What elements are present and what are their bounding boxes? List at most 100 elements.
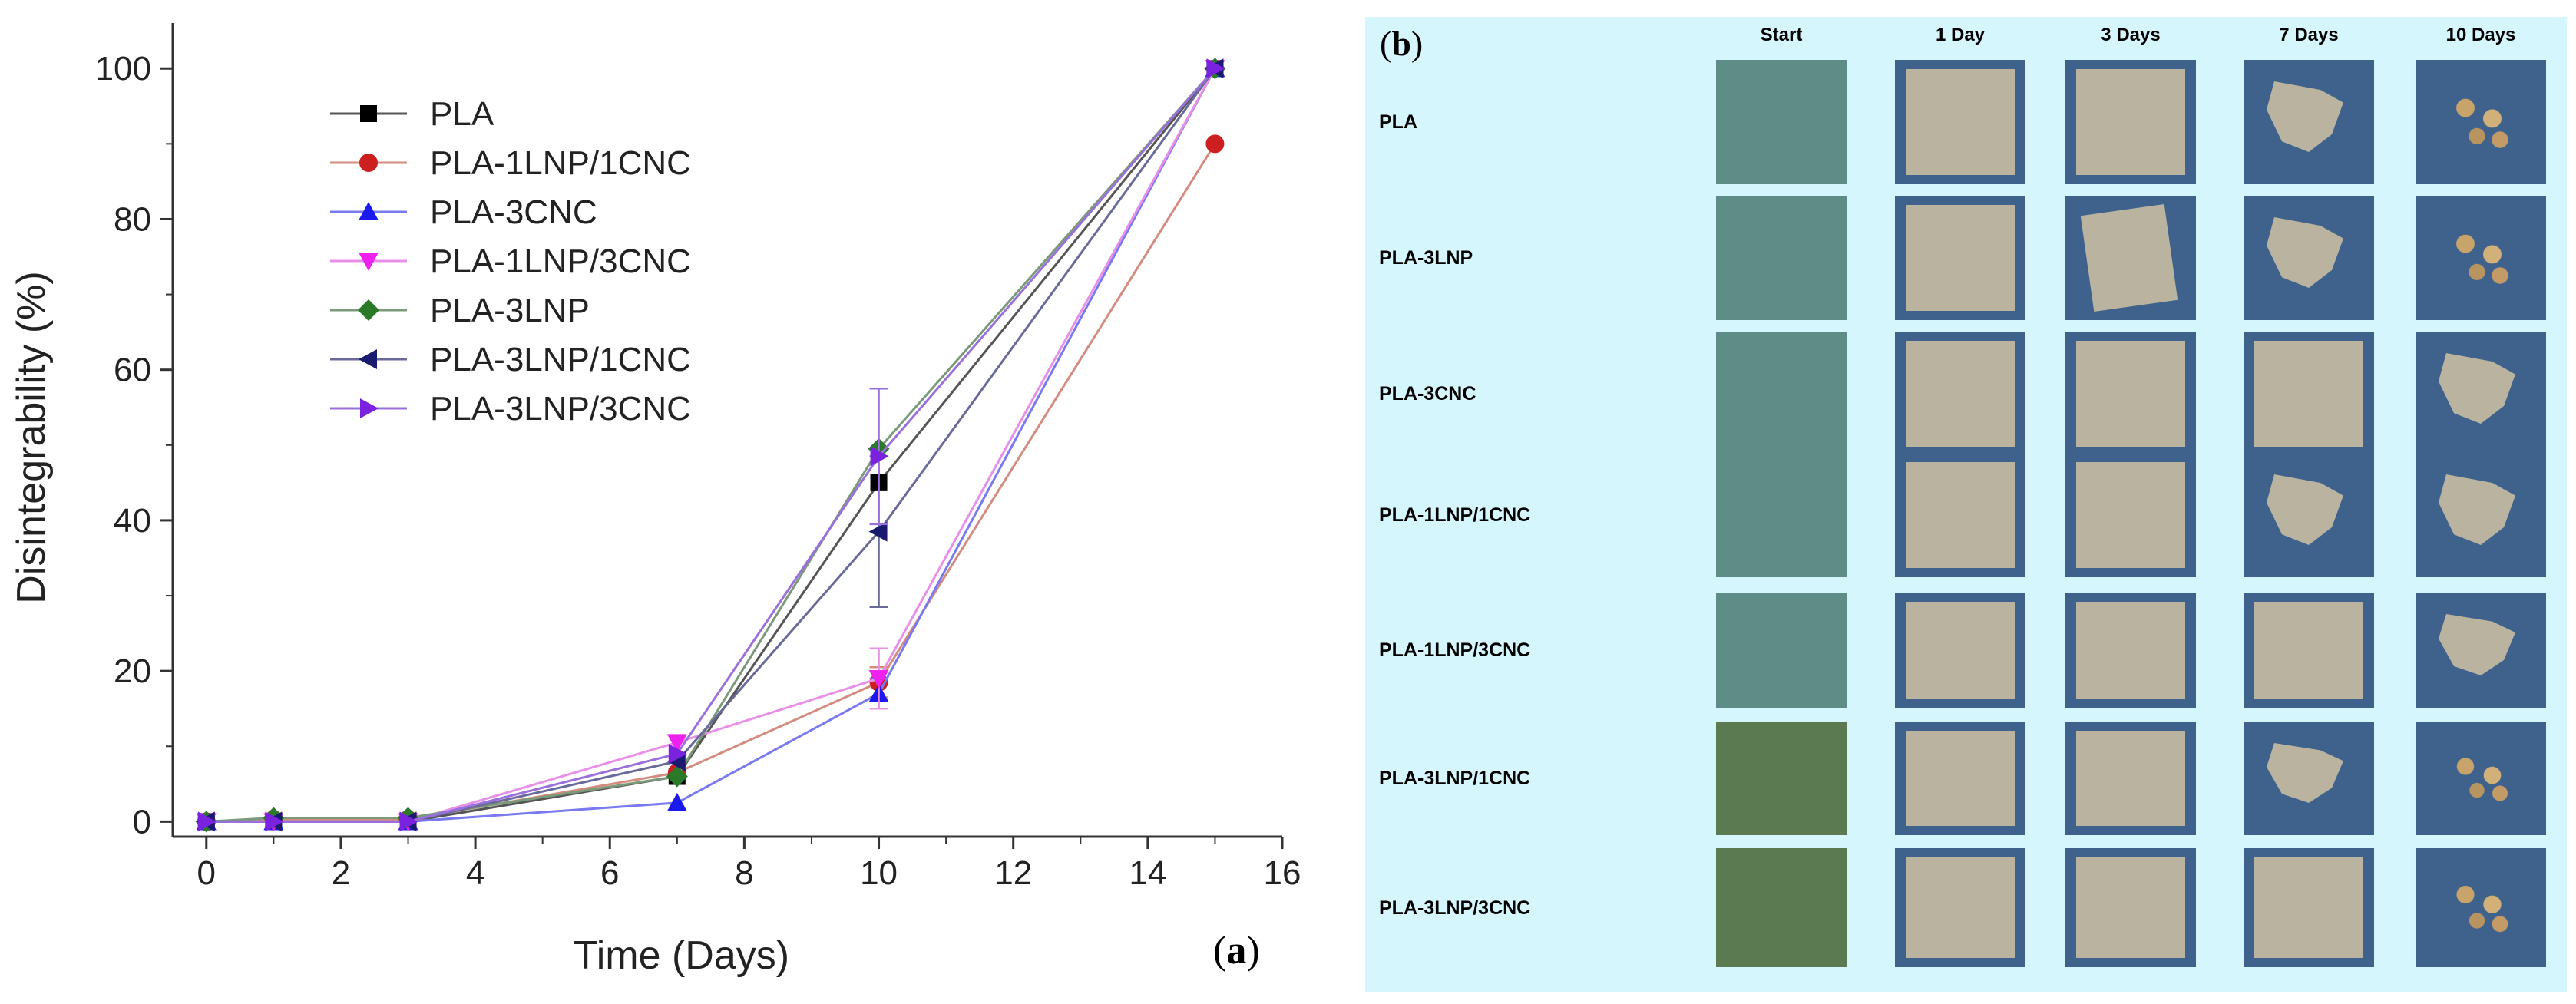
data-point <box>668 744 687 765</box>
data-point <box>197 811 217 832</box>
film-sample <box>2439 353 2515 424</box>
data-point <box>1205 134 1225 154</box>
sample-photo <box>1895 60 2025 184</box>
chart-panel-a: 0 2 4 6 8 10 12 14 16 0 20 40 60 80 100 Time (Days) Disi… <box>9 23 1301 978</box>
legend-label: PLA-3LNP/1CNC <box>430 341 691 378</box>
film-sample <box>2442 875 2519 940</box>
data-point <box>868 669 889 689</box>
film-sample <box>1906 69 2015 175</box>
y-axis-label: Disintegrability (%) <box>9 271 54 603</box>
row-label: PLA-3LNP/1CNC <box>1379 768 1531 789</box>
sample-photo <box>1895 332 2025 456</box>
legend-label: PLA-3LNP <box>430 292 590 329</box>
row-label: PLA-3CNC <box>1379 383 1476 405</box>
sample-photo <box>2416 453 2546 577</box>
x-tick-label: 4 <box>466 854 484 892</box>
y-tick-label: 80 <box>114 200 151 238</box>
y-tick-label: 0 <box>133 803 151 841</box>
sample-photo <box>1716 196 1847 320</box>
sample-photo <box>2065 453 2196 577</box>
y-tick-label: 20 <box>114 652 151 690</box>
disintegrability-chart: 0 2 4 6 8 10 12 14 16 0 20 40 60 80 100 Time (Days) Disi… <box>9 23 1301 978</box>
film-sample <box>2439 614 2515 675</box>
legend-marker <box>359 349 377 369</box>
panel-label-a-paren: ) <box>1246 929 1259 973</box>
film-sample <box>2442 87 2519 157</box>
panel-label-a-letter: a <box>1226 929 1246 973</box>
x-tick-label: 10 <box>860 854 898 892</box>
sample-photo <box>2244 722 2374 835</box>
film-sample <box>1906 462 2015 568</box>
series-line-5 <box>206 68 1216 823</box>
data-point <box>265 811 284 832</box>
legend-marker <box>359 154 378 172</box>
x-tick-label: 14 <box>1129 854 1166 892</box>
sample-photo <box>1716 453 1847 577</box>
film-sample <box>1906 602 2015 699</box>
column-header: 10 Days <box>2445 25 2516 45</box>
film-sample <box>2076 341 2185 447</box>
column-header: 3 Days <box>2101 25 2161 45</box>
film-sample <box>2080 203 2178 312</box>
x-tick-label: 0 <box>197 854 216 892</box>
legend-marker <box>360 398 379 418</box>
legend-label: PLA-1LNP/3CNC <box>430 243 691 280</box>
column-header: 7 Days <box>2279 25 2339 45</box>
series-line-3 <box>206 68 1216 823</box>
data-point <box>868 521 888 542</box>
sample-photo <box>2244 196 2374 320</box>
sample-photo <box>2416 60 2546 184</box>
data-point <box>666 792 687 811</box>
film-sample <box>2254 341 2363 447</box>
sample-photo <box>2065 593 2196 708</box>
film-sample <box>2442 748 2519 808</box>
y-tick-label: 100 <box>95 50 151 88</box>
sample-photo <box>2065 722 2196 835</box>
sample-photo <box>2244 848 2374 967</box>
legend-marker <box>360 105 377 122</box>
sample-photo <box>1895 196 2025 320</box>
x-tick-label: 12 <box>994 854 1032 892</box>
panel-label-a: (a) <box>1213 929 1260 973</box>
film-sample <box>2076 731 2185 826</box>
y-tick-label: 40 <box>114 502 151 540</box>
sample-photo <box>1716 722 1847 835</box>
sample-photo <box>2244 60 2374 184</box>
film-sample <box>2442 223 2519 293</box>
sample-photo <box>2244 332 2374 456</box>
film-sample <box>2254 602 2363 699</box>
row-label: PLA-3LNP/3CNC <box>1379 897 1531 919</box>
data-point <box>666 734 687 753</box>
film-sample <box>1906 857 2015 958</box>
x-tick-label: 6 <box>600 854 619 892</box>
film-sample <box>2076 69 2185 175</box>
x-tick-label: 2 <box>332 854 350 892</box>
series-line-4 <box>206 68 1216 823</box>
sample-photo <box>1895 722 2025 835</box>
sample-photo <box>1716 593 1847 708</box>
sample-photo <box>2065 332 2196 456</box>
row-label: PLA <box>1379 111 1417 133</box>
sample-photo <box>1716 332 1847 456</box>
sample-photo <box>2065 848 2196 967</box>
legend-marker <box>359 202 379 220</box>
sample-photo <box>1895 848 2025 967</box>
film-sample <box>2267 743 2343 803</box>
sample-photo <box>2244 593 2374 708</box>
sample-photo <box>2416 593 2546 708</box>
legend-label: PLA-1LNP/1CNC <box>430 144 691 182</box>
legend-marker <box>359 253 379 271</box>
panel-label-b: (b) <box>1380 24 1424 63</box>
row-label: PLA-3LNP <box>1379 247 1473 269</box>
film-sample <box>1906 341 2015 447</box>
x-tick-label: 16 <box>1264 854 1301 892</box>
series-line-6 <box>206 68 1216 823</box>
x-axis-label: Time (Days) <box>574 933 789 978</box>
sample-photo <box>2244 453 2374 577</box>
y-tick-label: 60 <box>114 352 151 389</box>
film-sample <box>2076 462 2185 568</box>
film-sample <box>2439 474 2515 545</box>
film-sample <box>2076 857 2185 958</box>
legend-label: PLA-3LNP/3CNC <box>430 390 691 428</box>
sample-photo <box>2416 332 2546 456</box>
